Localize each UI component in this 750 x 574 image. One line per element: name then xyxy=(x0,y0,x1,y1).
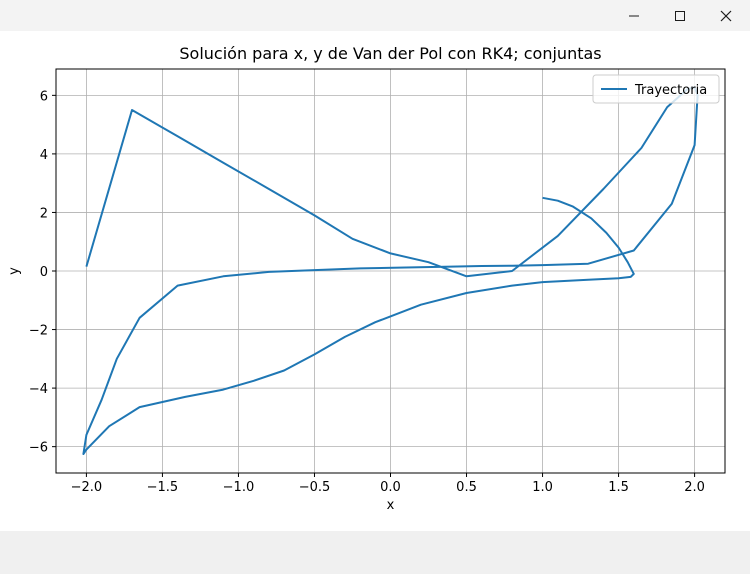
chart-svg: −2.0 −1.5 −1.0 −0.5 0.0 0.5 1.0 1.5 2.0 −6 −4 −2 0 2 4… xyxy=(7,44,726,513)
status-bar xyxy=(0,531,750,574)
close-button[interactable] xyxy=(703,0,749,31)
x-tick-label: −0.5 xyxy=(299,480,331,495)
minimize-icon xyxy=(629,15,639,16)
x-tick-label: −1.0 xyxy=(223,480,255,495)
x-tick-label: 2.0 xyxy=(684,480,705,495)
legend-box xyxy=(592,74,720,104)
x-tick-label: −1.5 xyxy=(147,480,179,495)
maximize-icon xyxy=(675,10,685,21)
x-tick-label: 0.5 xyxy=(456,480,477,495)
series-line-trayectoria xyxy=(82,86,699,455)
y-tick-label: −4 xyxy=(29,382,48,397)
x-tick-label: 0.0 xyxy=(380,480,401,495)
minimize-button[interactable] xyxy=(611,0,657,31)
y-tick-label: 6 xyxy=(40,89,48,104)
close-icon xyxy=(720,10,732,21)
x-tick-label: 1.0 xyxy=(532,480,553,495)
legend-label-trayectoria: Trayectoria xyxy=(634,83,707,98)
y-tick-label: 4 xyxy=(40,148,48,163)
x-tick-label: −2.0 xyxy=(71,480,103,495)
figure-canvas: −2.0 −1.5 −1.0 −0.5 0.0 0.5 1.0 1.5 2.0 −6 −4 −2 0 2 4… xyxy=(0,31,750,531)
window-titlebar xyxy=(0,0,750,31)
chart-title: Solución para x, y de Van der Pol con RK… xyxy=(179,44,601,63)
y-tick-label: 2 xyxy=(40,206,48,221)
x-tick-label: 1.5 xyxy=(608,480,629,495)
y-axis-label: y xyxy=(7,267,22,275)
y-tick-label: −2 xyxy=(29,324,48,339)
x-axis-label: x xyxy=(387,498,395,513)
maximize-button[interactable] xyxy=(657,0,703,31)
y-tick-label: 0 xyxy=(40,265,48,280)
y-tick-label: −6 xyxy=(29,441,48,456)
